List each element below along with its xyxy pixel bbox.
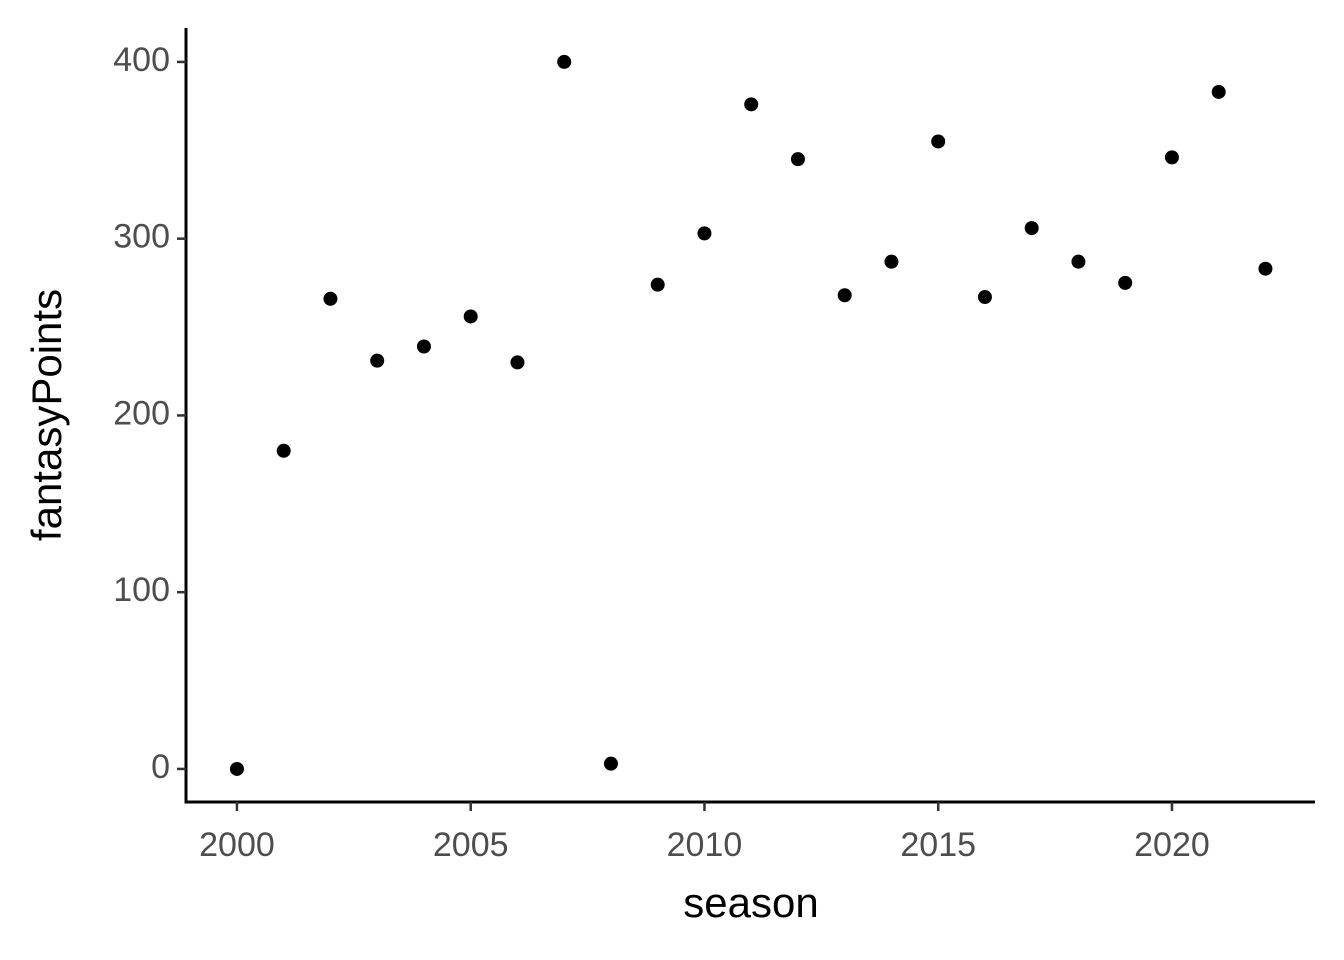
point bbox=[1164, 150, 1179, 165]
x-tick-label: 2010 bbox=[667, 826, 743, 864]
x-tick-label: 2015 bbox=[900, 826, 976, 864]
x-axis-title: season bbox=[683, 879, 818, 926]
point bbox=[510, 355, 525, 370]
point bbox=[463, 309, 478, 324]
point bbox=[744, 97, 759, 112]
y-tick-label: 100 bbox=[113, 571, 170, 609]
point bbox=[1258, 261, 1273, 276]
y-tick-label: 300 bbox=[113, 218, 170, 256]
point bbox=[884, 254, 899, 269]
point bbox=[276, 443, 291, 458]
point bbox=[1024, 221, 1039, 236]
point bbox=[603, 756, 618, 771]
x-tick-label: 2020 bbox=[1134, 826, 1210, 864]
y-axis-title: fantasyPoints bbox=[23, 289, 70, 541]
point bbox=[977, 290, 992, 305]
point bbox=[370, 353, 385, 368]
point bbox=[229, 761, 244, 776]
point bbox=[1211, 84, 1226, 99]
point bbox=[697, 226, 712, 241]
y-tick-label: 0 bbox=[151, 748, 170, 786]
y-tick-label: 200 bbox=[113, 394, 170, 432]
point bbox=[790, 152, 805, 167]
point bbox=[837, 288, 852, 303]
x-tick-label: 2000 bbox=[199, 826, 275, 864]
point bbox=[1071, 254, 1086, 269]
point bbox=[650, 277, 665, 292]
point bbox=[1118, 275, 1133, 290]
point bbox=[416, 339, 431, 354]
point bbox=[931, 134, 946, 149]
point bbox=[557, 54, 572, 69]
point bbox=[323, 291, 338, 306]
y-tick-label: 400 bbox=[113, 41, 170, 79]
x-tick-label: 2005 bbox=[433, 826, 509, 864]
